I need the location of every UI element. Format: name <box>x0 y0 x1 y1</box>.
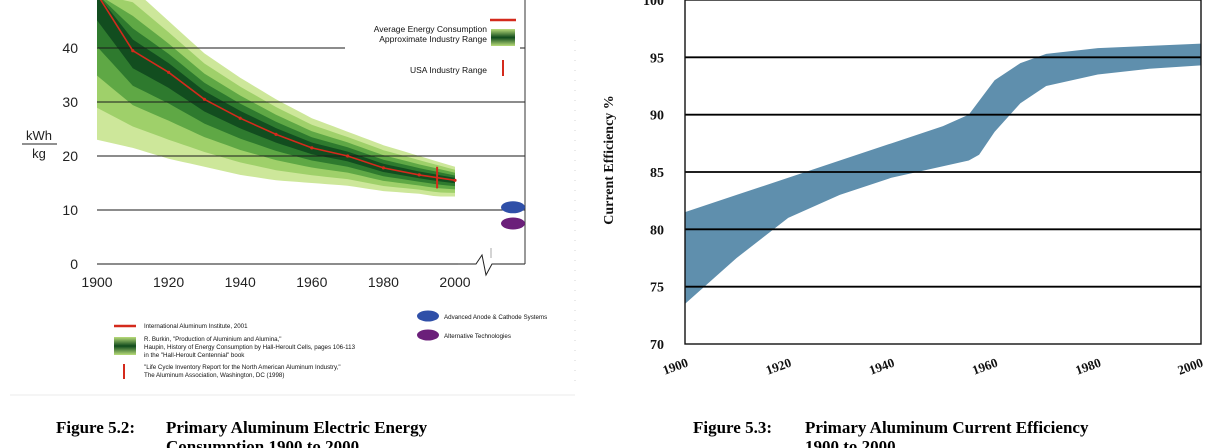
y-unit-numerator: kWh <box>26 128 52 143</box>
efficiency-x-tick-1920: 1920 <box>764 355 794 378</box>
efficiency-y-tick-80: 80 <box>650 223 664 238</box>
figure-5-2-caption-line-2: Consumption 1900 to 2000 <box>166 437 359 448</box>
average-energy-point-1910 <box>131 49 135 53</box>
energy-x-tick-2000: 2000 <box>439 274 470 290</box>
source-lci-line-2: The Aluminum Association, Washington, DC… <box>144 372 284 379</box>
legend-avg-label: Average Energy Consumption <box>374 24 488 34</box>
energy-y-tick-30: 30 <box>62 94 78 110</box>
legend-alt-tech-label: Alternative Technologies <box>444 333 511 340</box>
energy-x-tick-1940: 1940 <box>225 274 256 290</box>
efficiency-y-tick-75: 75 <box>650 281 664 296</box>
efficiency-chart: 70 75 80 85 90 95 100 1900 1920 1940 1960 1980 2000… <box>602 0 1205 448</box>
efficiency-y-axis-label: Current Efficiency % <box>602 95 617 225</box>
energy-y-tick-20: 20 <box>62 148 78 164</box>
efficiency-y-tick-95: 95 <box>650 51 664 66</box>
source-haupin-line-1: R. Burkin, "Production of Aluminium and … <box>144 336 282 343</box>
average-energy-point-1970 <box>346 154 350 158</box>
alternative-tech-marker <box>501 217 525 230</box>
industry-range-layer-3 <box>97 0 455 187</box>
efficiency-plot-frame <box>684 0 1202 345</box>
efficiency-x-tick-labels: 1900 1920 1940 1960 1980 2000 <box>660 355 1205 378</box>
energy-y-tick-50: 50 <box>62 0 78 2</box>
energy-x-tick-1960: 1960 <box>296 274 327 290</box>
energy-gridlines <box>97 47 525 265</box>
legend-usa-label: USA Industry Range <box>410 65 487 75</box>
source-haupin-line-2: Haupin, History of Energy Consumption by… <box>144 344 356 351</box>
efficiency-y-tick-70: 70 <box>650 338 664 353</box>
energy-y-tick-40: 40 <box>62 40 78 56</box>
figure-5-3-caption-line-1: Primary Aluminum Current Efficiency <box>805 418 1089 437</box>
average-energy-points <box>131 49 457 182</box>
efficiency-y-tick-100: 100 <box>643 0 664 9</box>
energy-x-tick-1900: 1900 <box>81 274 112 290</box>
efficiency-x-tick-1960: 1960 <box>970 355 1000 378</box>
efficiency-y-tick-85: 85 <box>650 166 664 181</box>
efficiency-x-tick-1900: 1900 <box>660 355 690 378</box>
average-energy-point-1930 <box>202 97 206 101</box>
average-energy-point-1980 <box>381 166 385 170</box>
energy-x-tick-1920: 1920 <box>153 274 184 290</box>
energy-x-tick-1980: 1980 <box>368 274 399 290</box>
average-energy-point-1950 <box>274 132 278 136</box>
efficiency-x-tick-2000: 2000 <box>1175 355 1205 378</box>
efficiency-y-tick-90: 90 <box>650 109 664 124</box>
legend-top-background <box>345 14 520 80</box>
advanced-anode-marker <box>501 201 525 214</box>
source-haupin-swatch <box>114 337 136 355</box>
efficiency-y-tick-labels: 70 75 80 85 90 95 100 <box>643 0 664 353</box>
energy-y-tick-0: 0 <box>70 256 78 272</box>
figure-5-3-label: Figure 5.3: <box>693 418 772 437</box>
figure-5-2-caption-line-1: Primary Aluminum Electric Energy <box>166 418 428 437</box>
x-axis-break <box>458 253 500 277</box>
legend-advanced-anode-swatch <box>417 310 439 322</box>
y-unit-denominator: kg <box>32 146 46 161</box>
source-iai-label: International Aluminum Institute, 2001 <box>144 323 248 330</box>
source-haupin-line-3: in the "Hall-Heroult Centennial" book <box>144 352 245 359</box>
figure-5-2-label: Figure 5.2: <box>56 418 135 437</box>
current-efficiency-band <box>685 43 1201 304</box>
efficiency-x-tick-1940: 1940 <box>867 355 897 378</box>
average-energy-point-2000 <box>453 178 457 182</box>
legend-advanced-anode-label: Advanced Anode & Cathode Systems <box>444 314 547 321</box>
energy-x-tick-labels: 1900 1920 1940 1960 1980 2000 <box>81 274 470 290</box>
source-lci-line-1: "Life Cycle Inventory Report for the Nor… <box>144 364 341 371</box>
efficiency-x-tick-1980: 1980 <box>1073 355 1103 378</box>
legend-range-swatch <box>491 29 515 46</box>
figure-5-3-caption-line-2: 1900 to 2000 <box>805 437 896 448</box>
efficiency-gridlines <box>685 56 1201 288</box>
average-energy-point-1940 <box>238 116 242 120</box>
energy-y-tick-10: 10 <box>62 202 78 218</box>
energy-chart: 0 10 20 30 40 50 1900 1920 1940 1960 1980 2000 kWh… <box>10 0 576 448</box>
average-energy-point-1960 <box>310 146 314 150</box>
average-energy-point-1920 <box>167 70 171 74</box>
legend-alt-tech-swatch <box>417 329 439 341</box>
energy-y-tick-labels: 0 10 20 30 40 50 <box>62 0 78 272</box>
legend-range-label: Approximate Industry Range <box>379 34 487 44</box>
average-energy-point-1990 <box>417 173 421 177</box>
